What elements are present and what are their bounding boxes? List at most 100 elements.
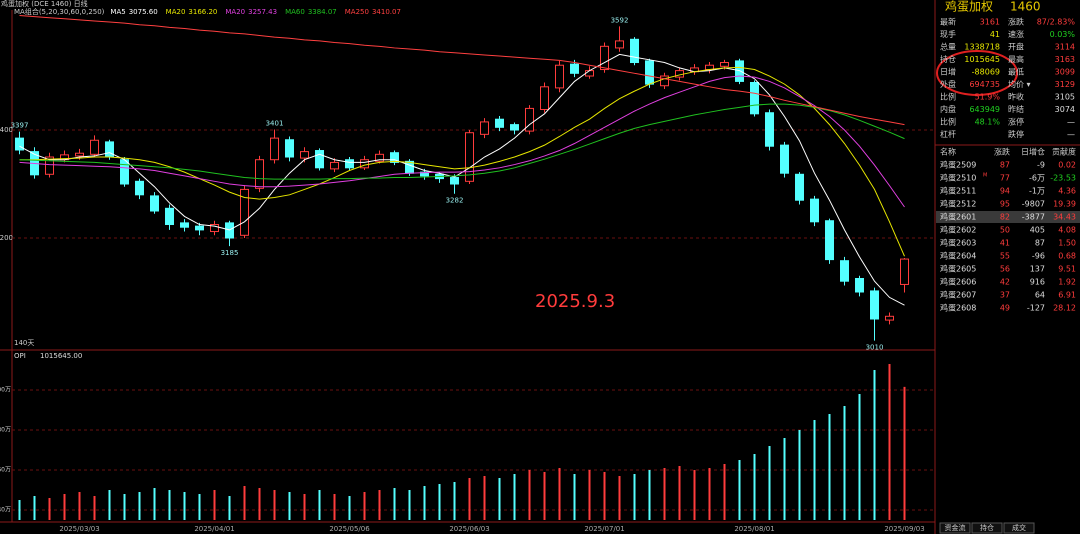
quote-value: 1015645	[964, 55, 1000, 64]
oi-bar	[408, 490, 411, 520]
contract-header: 日增仓	[1021, 147, 1045, 157]
oi-bar	[303, 494, 306, 520]
contract-cell: 87	[1000, 161, 1010, 170]
oi-bar	[333, 494, 336, 520]
candle-body	[105, 141, 114, 158]
tab[interactable]	[971, 522, 1003, 534]
contract-cell[interactable]: 鸡蛋2606	[940, 277, 976, 287]
oi-bar	[78, 492, 81, 520]
panel-code: 1460	[1010, 0, 1041, 14]
contract-cell: -1万	[1029, 187, 1045, 196]
oi-bar	[678, 466, 681, 520]
quote-label: 比例	[940, 92, 956, 102]
ma-line	[19, 103, 905, 180]
contract-cell[interactable]: 鸡蛋2510	[940, 173, 976, 183]
candle-body	[525, 107, 534, 132]
highlight-circle	[936, 50, 1018, 96]
candle-body	[165, 207, 174, 226]
quote-value: 643949	[969, 105, 1000, 114]
contract-cell[interactable]: 鸡蛋2601	[940, 212, 976, 222]
oi-bar	[318, 490, 321, 520]
x-tick-label: 2025/04/01	[194, 525, 234, 533]
candle-body	[900, 258, 909, 285]
candle-body	[300, 151, 309, 159]
quote-label: 最低	[1008, 67, 1024, 77]
contract-cell[interactable]: 鸡蛋2607	[940, 290, 976, 300]
oi-value: 1015645.00	[40, 352, 82, 360]
quote-value: 48.1%	[975, 118, 1001, 127]
oi-bar	[258, 488, 261, 520]
high-label: 3592	[611, 16, 629, 24]
quote-label: 现手	[940, 29, 956, 39]
oi-bar	[738, 460, 741, 520]
oi-bar	[468, 478, 471, 520]
panel-title: 鸡蛋加权	[945, 0, 993, 14]
oi-bar	[63, 494, 66, 520]
quote-label: 总量	[940, 42, 956, 52]
contract-cell[interactable]: 鸡蛋2604	[940, 251, 976, 261]
oi-bar	[273, 490, 276, 520]
candle-body	[45, 156, 54, 175]
candle-body	[585, 70, 594, 77]
contract-cell: 4.36	[1058, 187, 1076, 196]
contract-cell: 1.92	[1058, 278, 1076, 287]
contract-cell[interactable]: 鸡蛋2512	[940, 199, 976, 209]
contract-cell[interactable]: 鸡蛋2511	[940, 186, 976, 196]
oi-bar	[648, 470, 651, 520]
contract-cell[interactable]: 鸡蛋2608	[940, 303, 976, 313]
contract-cell: 41	[1000, 239, 1010, 248]
tab[interactable]	[939, 522, 971, 534]
contract-cell: 87	[1035, 239, 1045, 248]
quote-value: 3074	[1055, 105, 1075, 114]
x-tick-label: 2025/08/01	[734, 525, 774, 533]
oi-bar	[768, 446, 771, 520]
ma-line	[19, 53, 905, 306]
low-label: 3185	[221, 249, 239, 257]
tab-label[interactable]: 持仓	[980, 523, 994, 532]
contract-cell: 82	[1000, 213, 1010, 222]
oi-bar	[348, 496, 351, 520]
candle-body	[225, 222, 234, 239]
contract-cell: 56	[1000, 265, 1010, 274]
candle-body	[360, 159, 369, 169]
contract-cell: 42	[1000, 278, 1010, 287]
candle-body	[855, 278, 864, 293]
candle-body	[465, 132, 474, 182]
oi-bar	[663, 468, 666, 520]
quote-label: 昨收	[1008, 92, 1024, 102]
tab-label[interactable]: 成交	[1012, 523, 1026, 532]
tab[interactable]	[1003, 522, 1035, 534]
quote-label: 均价 ▾	[1008, 79, 1031, 89]
contract-header: 名称	[940, 147, 956, 157]
quote-value: 1338718	[964, 43, 1000, 52]
main-flag: M	[983, 173, 987, 179]
ma-line	[19, 15, 905, 126]
oi-bar	[168, 490, 171, 520]
contract-cell[interactable]: 鸡蛋2605	[940, 264, 976, 274]
candle-body	[375, 153, 384, 162]
contract-cell: 137	[1030, 265, 1045, 274]
quote-value: 87/2.83%	[1037, 18, 1076, 27]
oi-bar	[48, 498, 51, 520]
contract-cell[interactable]: 鸡蛋2603	[940, 238, 976, 248]
legend-value: 3384.07	[308, 8, 337, 16]
candle-body	[660, 75, 669, 87]
contract-cell[interactable]: 鸡蛋2509	[940, 160, 976, 170]
quote-value: -88069	[972, 68, 1000, 77]
candle-body	[840, 260, 849, 282]
candle-body	[285, 139, 294, 158]
oi-bar	[903, 386, 906, 520]
candle-body	[630, 38, 639, 64]
quote-value: 3105	[1055, 93, 1075, 102]
candle-body	[795, 173, 804, 201]
indicator-label: MA组合(5,20,30,60,0,250)	[14, 7, 105, 16]
contract-cell: 49	[1000, 304, 1010, 313]
oi-bar	[843, 406, 846, 520]
candle-body	[255, 159, 264, 189]
oi-bar	[33, 496, 36, 520]
tab-label[interactable]: 资金流	[945, 523, 966, 532]
oi-bar	[393, 488, 396, 520]
contract-cell: 0.02	[1058, 161, 1076, 170]
quote-label: 日增	[940, 67, 956, 77]
contract-cell[interactable]: 鸡蛋2602	[940, 225, 976, 235]
